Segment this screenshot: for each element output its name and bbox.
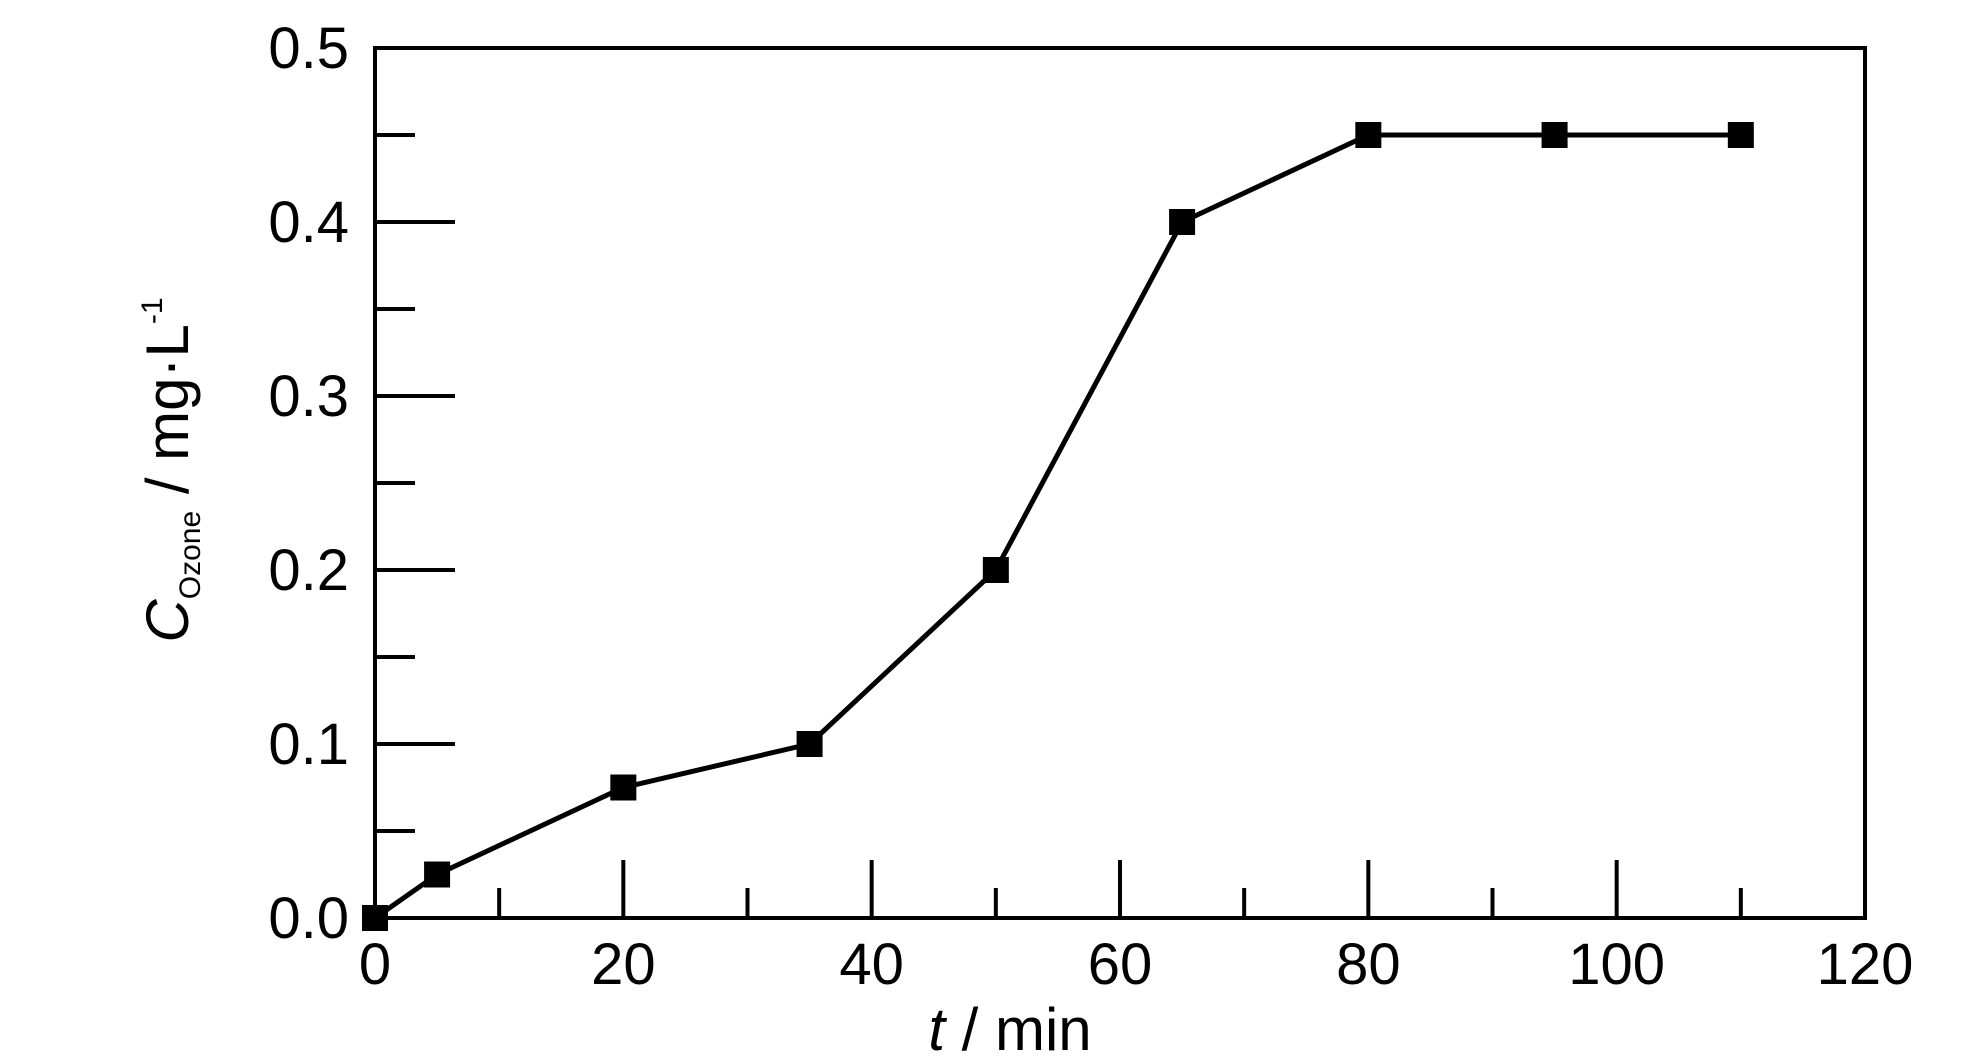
x-tick-label: 40 bbox=[839, 932, 904, 997]
x-tick-label: 0 bbox=[359, 932, 391, 997]
data-point-marker bbox=[1355, 122, 1382, 148]
y-axis-subscript: Ozone bbox=[174, 511, 207, 599]
x-axis-unit: / min bbox=[945, 996, 1092, 1063]
y-axis-variable: C bbox=[134, 599, 201, 643]
data-point-marker bbox=[424, 861, 451, 888]
plot-frame bbox=[373, 46, 1867, 920]
series-line bbox=[373, 132, 1741, 921]
y-axis-title: COzone / mg·L-1 bbox=[134, 297, 207, 642]
y-tick-label: 0.1 bbox=[268, 712, 349, 777]
series-layer bbox=[362, 122, 1754, 931]
y-tick-label: 0.5 bbox=[268, 16, 349, 81]
y-tick-label: 0.3 bbox=[268, 364, 349, 429]
data-point-marker bbox=[610, 774, 637, 801]
data-point-marker bbox=[796, 731, 823, 757]
y-axis-superscript: -1 bbox=[136, 297, 169, 324]
y-axis-unit: / mg·L bbox=[134, 324, 201, 511]
data-point-marker bbox=[1169, 209, 1196, 235]
data-point-marker bbox=[1541, 122, 1568, 148]
x-axis-title: t / min bbox=[928, 996, 1091, 1063]
x-axis-variable: t bbox=[928, 996, 947, 1063]
x-tick-label: 60 bbox=[1088, 932, 1153, 997]
y-tick-label: 0.0 bbox=[268, 886, 349, 951]
y-tick-label: 0.4 bbox=[268, 190, 349, 255]
x-tick-label: 20 bbox=[591, 932, 656, 997]
data-point-marker bbox=[362, 905, 388, 931]
x-tick-label: 120 bbox=[1817, 932, 1914, 997]
axes: 0.0 0.1 0.2 0.3 0.4 0.5 0 20 40 60 80 100 120 bbox=[268, 16, 1913, 997]
y-tick-label: 0.2 bbox=[268, 538, 349, 603]
data-point-marker bbox=[982, 557, 1009, 583]
x-tick-label: 80 bbox=[1336, 932, 1401, 997]
data-point-marker bbox=[1727, 122, 1754, 148]
x-tick-label: 100 bbox=[1568, 932, 1665, 997]
